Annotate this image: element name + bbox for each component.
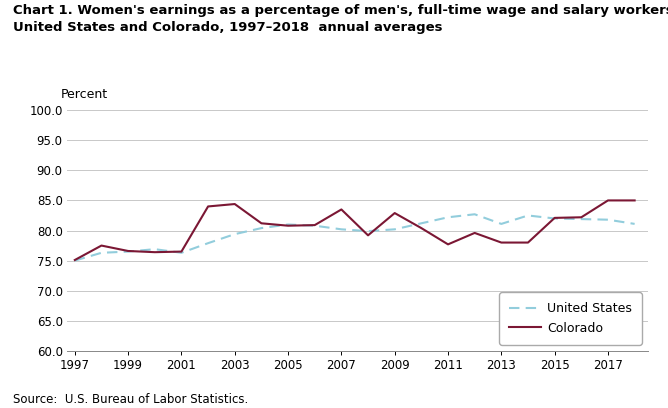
United States [444,215,452,220]
United States [257,226,265,231]
Colorado [71,257,79,262]
United States [98,251,106,255]
United States [364,228,372,233]
Colorado [631,198,639,203]
United States [471,212,479,217]
Colorado [364,233,372,238]
Colorado [471,231,479,235]
United States [284,222,292,227]
United States [577,217,585,222]
United States [418,221,426,226]
United States [124,249,132,254]
Colorado [311,223,319,228]
Legend: United States, Colorado: United States, Colorado [500,293,642,345]
Colorado [418,226,426,231]
Text: Chart 1. Women's earnings as a percentage of men's, full-time wage and salary wo: Chart 1. Women's earnings as a percentag… [13,4,668,34]
Line: United States: United States [75,214,635,261]
United States [178,251,186,255]
United States [204,241,212,246]
Text: Percent: Percent [61,88,108,100]
United States [230,232,238,237]
United States [631,222,639,226]
Colorado [124,248,132,253]
Colorado [498,240,506,245]
Colorado [257,221,265,226]
Colorado [524,240,532,245]
United States [71,258,79,263]
Colorado [577,215,585,220]
Text: Source:  U.S. Bureau of Labor Statistics.: Source: U.S. Bureau of Labor Statistics. [13,393,248,406]
Colorado [98,243,106,248]
United States [604,217,612,222]
Line: Colorado: Colorado [75,200,635,260]
Colorado [204,204,212,209]
United States [391,227,399,232]
Colorado [284,223,292,228]
United States [151,247,159,252]
United States [550,216,558,221]
Colorado [230,202,238,206]
United States [498,222,506,226]
Colorado [391,211,399,215]
Colorado [550,215,558,220]
Colorado [444,242,452,247]
Colorado [151,250,159,255]
Colorado [604,198,612,203]
Colorado [178,249,186,254]
United States [311,223,319,228]
United States [337,227,345,232]
United States [524,213,532,218]
Colorado [337,207,345,212]
